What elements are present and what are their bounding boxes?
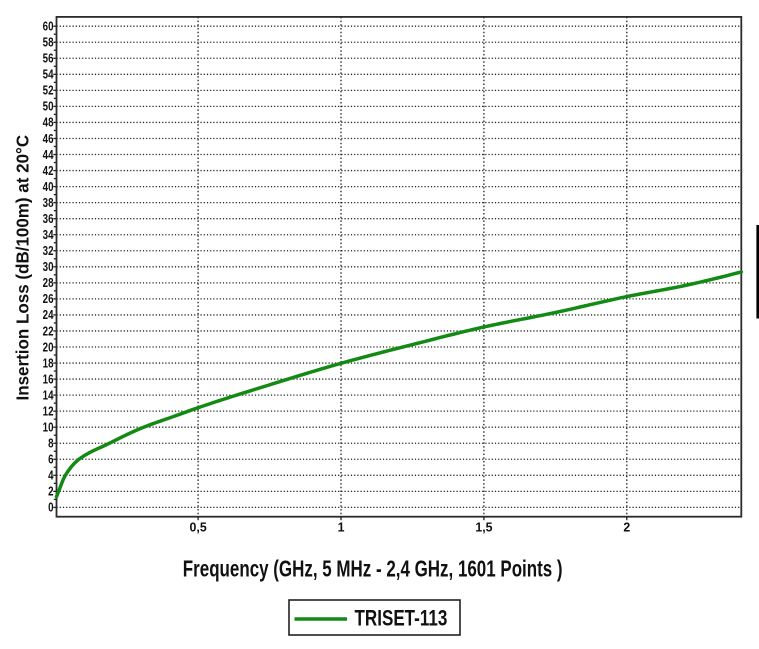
svg-text:46: 46 xyxy=(43,133,54,146)
svg-text:42: 42 xyxy=(43,165,54,178)
svg-text:60: 60 xyxy=(43,20,54,33)
svg-text:44: 44 xyxy=(43,149,55,162)
svg-text:52: 52 xyxy=(43,85,54,98)
svg-text:34: 34 xyxy=(43,229,55,242)
svg-text:22: 22 xyxy=(43,325,54,338)
svg-text:28: 28 xyxy=(43,277,54,290)
svg-text:1,5: 1,5 xyxy=(475,520,492,534)
svg-text:58: 58 xyxy=(43,37,54,50)
svg-text:0: 0 xyxy=(48,502,53,515)
svg-text:38: 38 xyxy=(43,197,54,210)
svg-text:2: 2 xyxy=(623,520,630,534)
svg-text:TRISET-113: TRISET-113 xyxy=(355,606,448,631)
svg-text:14: 14 xyxy=(43,389,55,402)
svg-text:2: 2 xyxy=(48,486,53,499)
svg-text:0,5: 0,5 xyxy=(190,520,207,534)
svg-text:54: 54 xyxy=(43,69,55,82)
svg-text:20: 20 xyxy=(43,341,54,354)
svg-text:32: 32 xyxy=(43,245,54,258)
svg-text:10: 10 xyxy=(43,421,54,434)
svg-text:8: 8 xyxy=(48,438,53,451)
svg-text:12: 12 xyxy=(43,405,54,418)
svg-text:24: 24 xyxy=(43,309,55,322)
svg-text:Frequency (GHz, 5 MHz - 2,4 GH: Frequency (GHz, 5 MHz - 2,4 GHz, 1601 Po… xyxy=(183,556,563,582)
svg-text:1: 1 xyxy=(338,520,345,534)
svg-text:26: 26 xyxy=(43,293,54,306)
svg-text:36: 36 xyxy=(43,213,54,226)
svg-text:56: 56 xyxy=(43,53,54,66)
svg-text:50: 50 xyxy=(43,101,54,114)
svg-text:16: 16 xyxy=(43,373,54,386)
svg-text:30: 30 xyxy=(43,261,54,274)
svg-text:48: 48 xyxy=(43,117,54,130)
svg-text:18: 18 xyxy=(43,357,54,370)
svg-text:40: 40 xyxy=(43,181,54,194)
svg-text:6: 6 xyxy=(48,454,53,467)
svg-text:Insertion Loss (dB/100m) at 20: Insertion Loss (dB/100m) at 20°C xyxy=(12,135,33,401)
svg-text:4: 4 xyxy=(48,470,54,483)
